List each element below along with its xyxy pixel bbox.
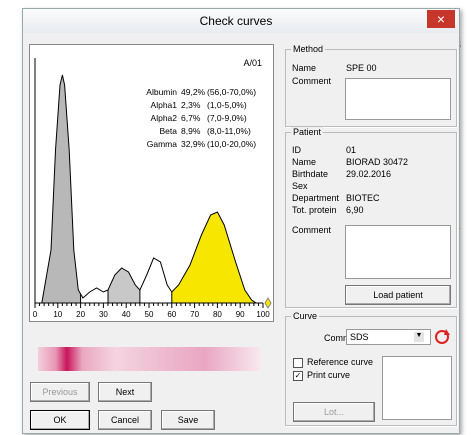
fraction-range: (8,0-11,0%)	[207, 126, 251, 136]
dropdown-arrow[interactable]: ▼	[414, 332, 424, 342]
x-tick-label: 50	[145, 310, 154, 319]
gamma-fill	[172, 212, 256, 303]
x-tick-label: 60	[167, 310, 176, 319]
label: Tot. protein	[292, 205, 337, 215]
fraction-value: 49,2%	[181, 87, 206, 97]
sample-id: A/01	[243, 58, 262, 68]
fraction-name: Albumin	[146, 87, 177, 97]
value: SPE 00	[346, 63, 377, 73]
comment-box[interactable]	[345, 78, 451, 120]
group-title: Curve	[291, 311, 319, 321]
fraction-range: (10,0-20,0%)	[207, 139, 256, 149]
label: Name	[292, 157, 316, 167]
ok-button[interactable]: OK	[30, 410, 90, 430]
value: 29.02.2016	[346, 169, 391, 179]
label: Comment	[292, 76, 331, 86]
label: ID	[292, 145, 301, 155]
label: Comment	[292, 225, 331, 235]
curve-list[interactable]	[382, 356, 452, 420]
fraction-name: Gamma	[147, 139, 178, 149]
page: s - Check curves × 010203040506070809010…	[0, 0, 472, 435]
label: Sex	[292, 181, 308, 191]
x-tick-label: 80	[213, 310, 222, 319]
close-button[interactable]: ×	[427, 10, 455, 28]
x-tick-label: 20	[76, 310, 85, 319]
fraction-name: Alpha2	[151, 113, 178, 123]
fraction-range: (7,0-9,0%)	[207, 113, 247, 123]
cancel-button[interactable]: Cancel	[98, 410, 152, 430]
lot-button[interactable]: Lot...	[293, 402, 375, 422]
marker	[265, 298, 271, 308]
load-patient-button[interactable]: Load patient	[345, 285, 451, 305]
x-tick-label: 100	[256, 310, 270, 319]
x-tick-label: 70	[190, 310, 199, 319]
x-tick-label: 40	[122, 310, 131, 319]
previous-button[interactable]: Previous	[30, 382, 90, 402]
next-button[interactable]: Next	[98, 382, 152, 402]
label: Reference curve	[307, 357, 373, 367]
fraction-name: Alpha1	[151, 100, 178, 110]
value: BIORAD 30472	[346, 157, 408, 167]
x-tick-label: 0	[33, 310, 38, 319]
value: BIOTEC	[346, 193, 380, 203]
group-title: Method	[291, 44, 325, 54]
fraction-value: 32,9%	[181, 139, 206, 149]
refresh-icon[interactable]	[433, 328, 451, 346]
reference-checkbox[interactable]: Reference curve	[293, 357, 373, 368]
fraction-name: Beta	[160, 126, 178, 136]
x-tick-label: 30	[99, 310, 108, 319]
fraction-range: (56,0-70,0%)	[207, 87, 256, 97]
graph: 0 10 20 30 40 50 60 70 80 90 100 A/01 Albumin 49,2%…	[0, 0, 280, 330]
fraction-value: 6,7%	[181, 113, 201, 123]
label: Name	[292, 63, 316, 73]
x-tick-label: 90	[236, 310, 245, 319]
fraction-value: 2,3%	[181, 100, 201, 110]
label: Print curve	[307, 370, 350, 380]
print-checkbox[interactable]: ✓Print curve	[293, 370, 350, 381]
value: 6,90	[346, 205, 364, 215]
x-tick-label: 10	[53, 310, 62, 319]
value: 01	[346, 145, 356, 155]
comment-box[interactable]	[345, 225, 451, 279]
fraction-range: (1,0-5,0%)	[207, 100, 247, 110]
label: Department	[292, 193, 339, 203]
save-button[interactable]: Save	[161, 410, 215, 430]
gel-strip	[38, 347, 260, 371]
fraction-value: 8,9%	[181, 126, 201, 136]
group-title: Patient	[291, 127, 323, 137]
label: Birthdate	[292, 169, 328, 179]
